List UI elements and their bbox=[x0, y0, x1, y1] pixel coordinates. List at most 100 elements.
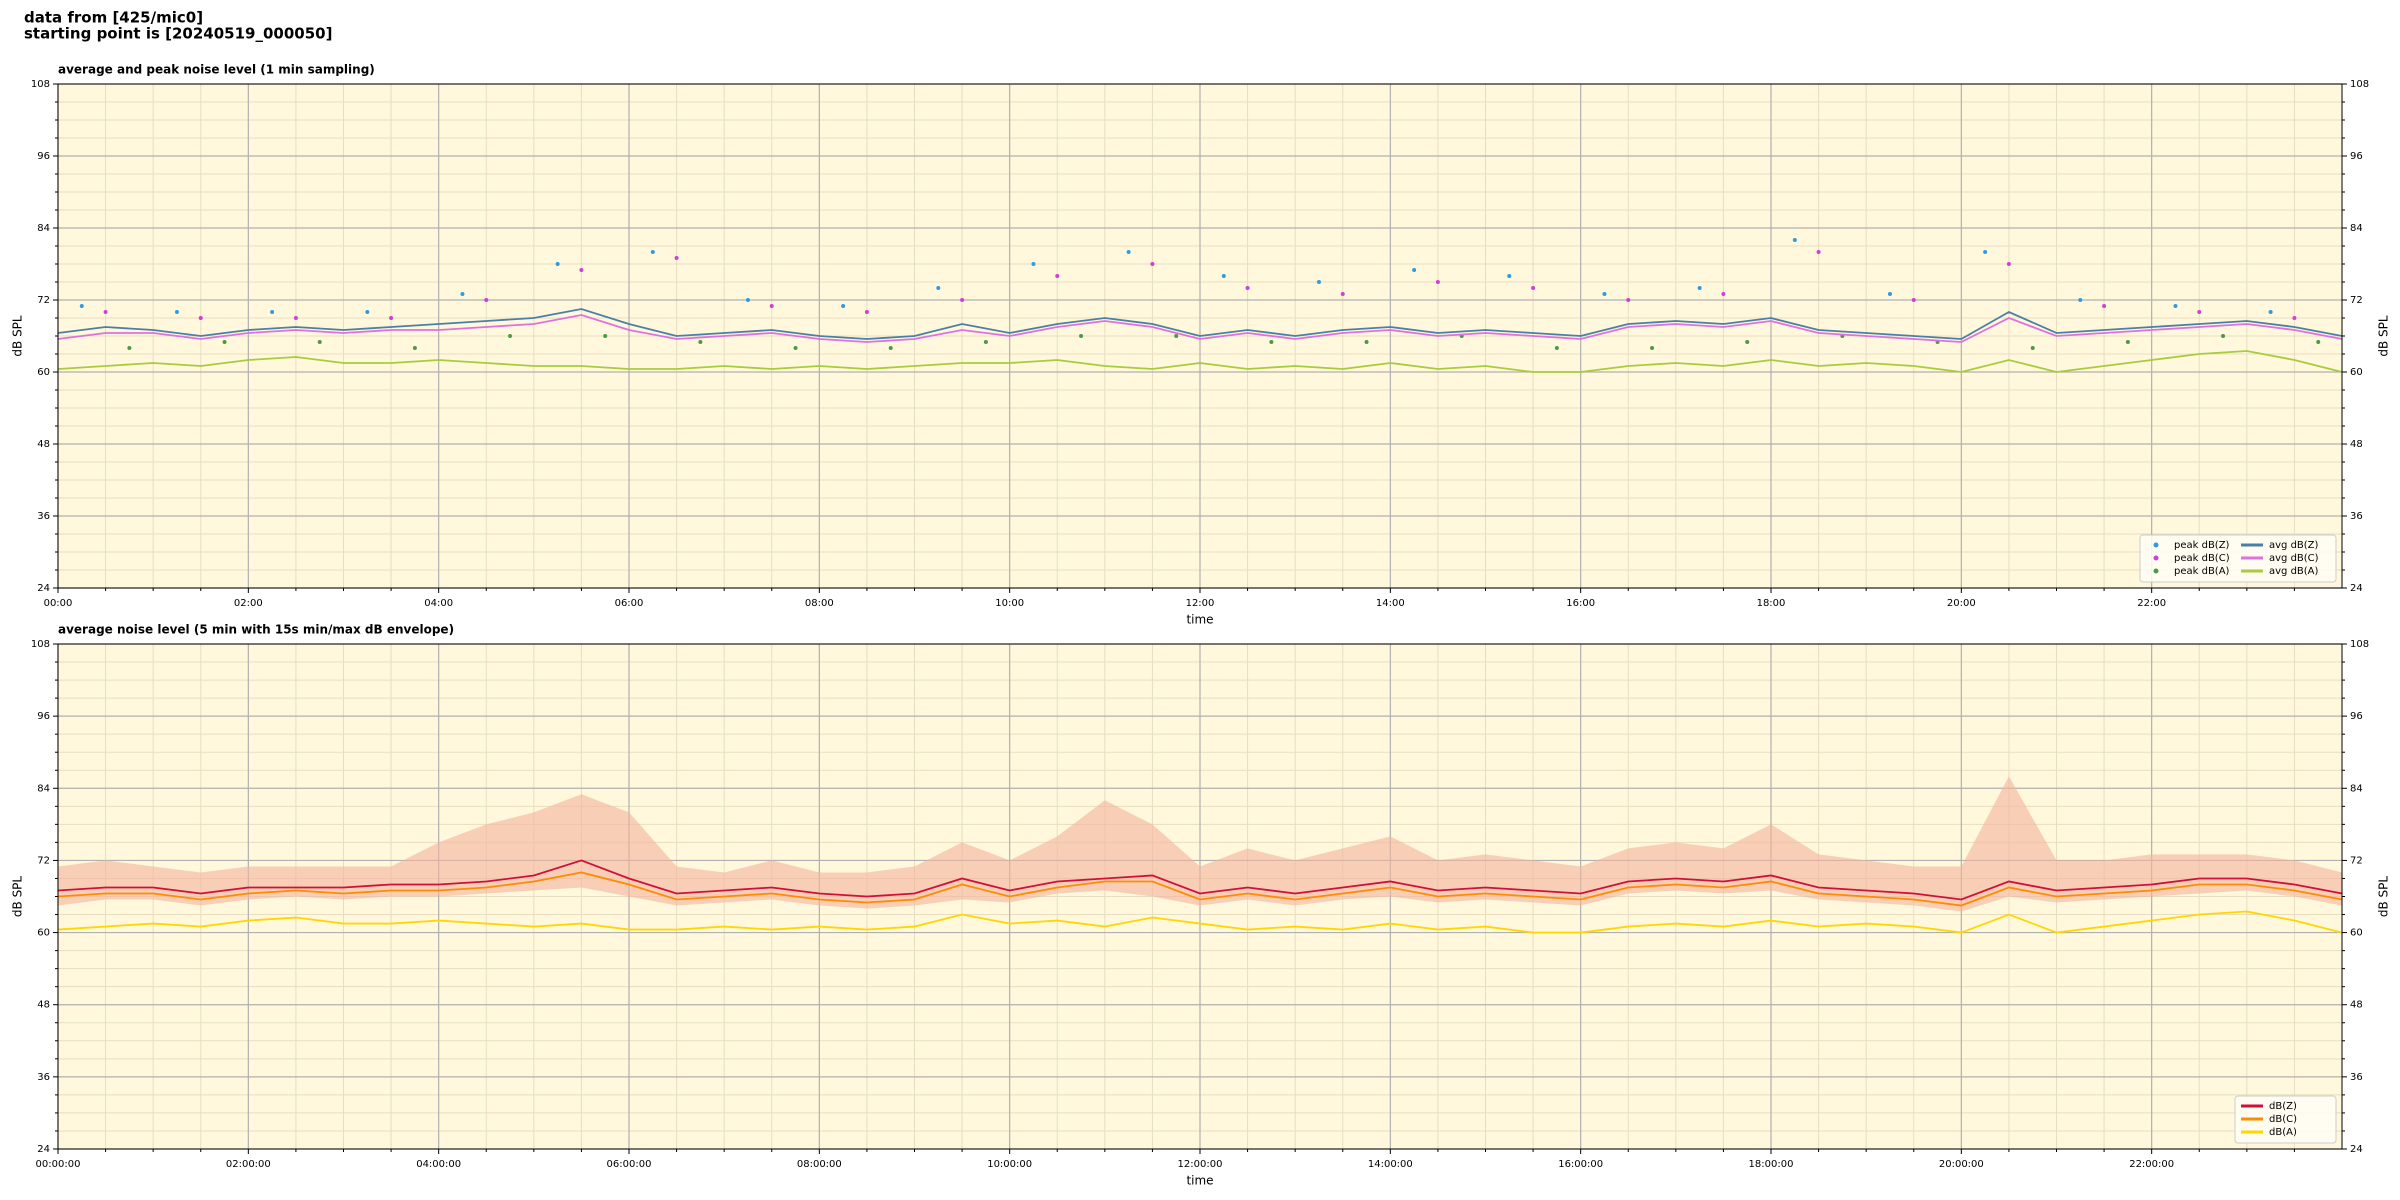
legend-label: peak dB(A) bbox=[2174, 566, 2230, 577]
x-tick-label: 14:00 bbox=[1376, 598, 1405, 609]
peak-point bbox=[127, 346, 132, 350]
series-line bbox=[57, 350, 2343, 373]
y-tick-label: 108 bbox=[31, 79, 50, 90]
peak-point bbox=[1174, 334, 1179, 338]
peak-point bbox=[2125, 340, 2130, 344]
series-line bbox=[57, 910, 2343, 934]
peak-point bbox=[484, 298, 489, 302]
x-tick-label: 08:00:00 bbox=[797, 1159, 842, 1170]
y-tick-label: 48 bbox=[2350, 1000, 2363, 1011]
peak-point bbox=[983, 340, 988, 344]
y-tick-label: 48 bbox=[37, 1000, 50, 1011]
peak-point bbox=[769, 304, 774, 308]
y-tick-label: 72 bbox=[2350, 295, 2363, 306]
peak-point bbox=[1911, 298, 1916, 302]
x-tick-label: 04:00:00 bbox=[416, 1159, 461, 1170]
peak-point bbox=[1245, 286, 1250, 290]
peak-point bbox=[1031, 262, 1036, 266]
peak-point bbox=[1697, 286, 1702, 290]
peak-point bbox=[1126, 250, 1131, 254]
peak-point bbox=[460, 292, 465, 296]
peak-point bbox=[2316, 340, 2321, 344]
peak-point bbox=[2030, 346, 2035, 350]
y-tick-label: 84 bbox=[2350, 783, 2363, 794]
peak-point bbox=[1887, 292, 1892, 296]
peak-point bbox=[960, 298, 965, 302]
y-tick-label: 36 bbox=[2350, 1072, 2363, 1083]
peak-point bbox=[1079, 334, 1084, 338]
y-tick-label: 108 bbox=[31, 639, 50, 650]
y-tick-label: 84 bbox=[2350, 223, 2363, 234]
header-line: data from [425/mic0] bbox=[24, 9, 203, 27]
legend-label: dB(A) bbox=[2269, 1127, 2297, 1138]
x-tick-label: 12:00 bbox=[1186, 598, 1215, 609]
legend-label: avg dB(A) bbox=[2269, 566, 2319, 577]
x-tick-label: 06:00:00 bbox=[607, 1159, 652, 1170]
peak-point bbox=[1435, 280, 1440, 284]
legend-marker bbox=[2153, 555, 2159, 561]
peak-point bbox=[674, 256, 679, 260]
peak-point bbox=[1150, 262, 1155, 266]
peak-point bbox=[2197, 310, 2202, 314]
x-tick-label: 22:00:00 bbox=[2129, 1159, 2174, 1170]
peak-point bbox=[317, 340, 322, 344]
y-tick-label: 84 bbox=[37, 223, 50, 234]
x-tick-label: 04:00 bbox=[424, 598, 453, 609]
y-tick-label: 60 bbox=[2350, 367, 2363, 378]
y-tick-label: 96 bbox=[37, 151, 50, 162]
peak-point bbox=[1721, 292, 1726, 296]
legend-label: avg dB(Z) bbox=[2269, 540, 2319, 551]
legend-label: avg dB(C) bbox=[2269, 553, 2319, 564]
y-tick-label: 48 bbox=[2350, 439, 2363, 450]
peak-point bbox=[2006, 262, 2011, 266]
y-axis-label: dB SPL bbox=[11, 315, 25, 357]
legend-label: dB(C) bbox=[2269, 1114, 2297, 1125]
x-tick-label: 00:00 bbox=[44, 598, 73, 609]
y-tick-label: 72 bbox=[2350, 855, 2363, 866]
y-axis-label: dB SPL bbox=[2377, 315, 2391, 357]
peak-point bbox=[2078, 298, 2083, 302]
peak-point bbox=[793, 346, 798, 350]
series-line bbox=[57, 871, 2343, 907]
peak-point bbox=[103, 310, 108, 314]
peak-point bbox=[1269, 340, 1274, 344]
peak-point bbox=[1221, 274, 1226, 278]
x-tick-label: 06:00 bbox=[615, 598, 644, 609]
peak-point bbox=[1316, 280, 1321, 284]
peak-point bbox=[579, 268, 584, 272]
y-tick-label: 24 bbox=[2350, 583, 2363, 594]
y-tick-label: 36 bbox=[2350, 511, 2363, 522]
peak-point bbox=[2173, 304, 2178, 308]
y-tick-label: 24 bbox=[37, 583, 50, 594]
peak-point bbox=[603, 334, 608, 338]
legend-label: peak dB(C) bbox=[2174, 553, 2230, 564]
series-line bbox=[57, 308, 2343, 340]
y-tick-label: 48 bbox=[37, 439, 50, 450]
peak-point bbox=[412, 346, 417, 350]
peak-point bbox=[508, 334, 513, 338]
y-tick-label: 60 bbox=[37, 928, 50, 939]
header-line: starting point is [20240519_000050] bbox=[24, 25, 332, 43]
x-tick-label: 02:00:00 bbox=[226, 1159, 271, 1170]
peak-point bbox=[555, 262, 560, 266]
peak-point bbox=[1507, 274, 1512, 278]
y-tick-label: 72 bbox=[37, 855, 50, 866]
y-tick-label: 60 bbox=[37, 367, 50, 378]
y-axis-label: dB SPL bbox=[2377, 876, 2391, 918]
peak-point bbox=[888, 346, 893, 350]
peak-point bbox=[1602, 292, 1607, 296]
legend-marker bbox=[2153, 542, 2159, 548]
peak-point bbox=[1792, 238, 1797, 242]
peak-point bbox=[745, 298, 750, 302]
peak-point bbox=[198, 316, 203, 320]
x-tick-label: 16:00:00 bbox=[1558, 1159, 1603, 1170]
y-tick-label: 60 bbox=[2350, 928, 2363, 939]
x-tick-label: 10:00:00 bbox=[987, 1159, 1032, 1170]
peak-point bbox=[1340, 292, 1345, 296]
peak-point bbox=[1364, 340, 1369, 344]
peak-point bbox=[389, 316, 394, 320]
peak-point bbox=[222, 340, 227, 344]
x-tick-label: 20:00 bbox=[1947, 598, 1976, 609]
peak-point bbox=[1554, 346, 1559, 350]
peak-point bbox=[1412, 268, 1417, 272]
